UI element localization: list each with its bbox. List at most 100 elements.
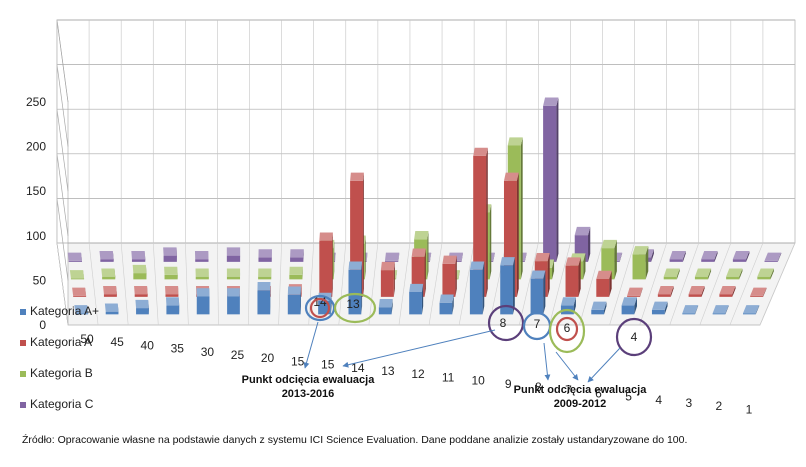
bar	[622, 297, 637, 314]
bar-top	[227, 268, 240, 276]
bar	[470, 262, 484, 315]
bar-side	[486, 148, 488, 297]
bar-front	[106, 312, 119, 315]
legend-swatch	[20, 402, 26, 408]
annotation-arrow	[343, 330, 495, 366]
bar	[163, 247, 177, 261]
bar-top	[288, 287, 301, 295]
bar-front	[290, 257, 303, 261]
bar-top	[197, 288, 210, 296]
bar-top	[101, 268, 115, 276]
bar-side	[332, 232, 333, 296]
bar-top	[381, 262, 395, 270]
bar-front	[682, 313, 695, 314]
bar-front	[258, 257, 271, 261]
bar-top	[566, 257, 581, 265]
y-tick-label: 150	[26, 184, 46, 198]
bar	[70, 270, 84, 279]
bar-front	[102, 277, 115, 280]
x-tick-label: 12	[411, 367, 425, 381]
bar-top	[258, 268, 271, 276]
bar-top	[442, 256, 456, 264]
bar-top	[68, 253, 82, 261]
bar-top	[99, 251, 113, 259]
bar-front	[379, 307, 392, 314]
x-tick-label: 25	[231, 348, 245, 362]
bar-front	[743, 313, 756, 314]
bar-side	[483, 262, 485, 315]
bar-front	[227, 256, 240, 262]
x-tick-label: 40	[141, 338, 155, 352]
bar	[72, 288, 86, 297]
bar-front	[71, 278, 84, 279]
bar-top	[165, 286, 178, 294]
bar	[633, 246, 649, 279]
bar-top	[596, 271, 611, 279]
bar-front	[227, 297, 240, 315]
bar-top	[134, 286, 148, 294]
bar	[591, 302, 606, 315]
bar-front	[196, 277, 209, 280]
x-tick-label: 2	[716, 399, 723, 413]
bar-side	[521, 137, 523, 279]
highlight-label: 14	[313, 295, 327, 309]
bar	[135, 300, 148, 314]
x-tick-label: 13	[381, 364, 395, 378]
bar-top	[105, 303, 119, 311]
bar-top	[135, 300, 148, 308]
bar-front	[165, 275, 178, 279]
bar-top	[163, 247, 177, 255]
legend-label: Kategoria C	[30, 397, 94, 411]
bar-side	[517, 173, 519, 297]
bar-front	[69, 261, 82, 262]
bar-top	[290, 249, 304, 257]
bar	[257, 282, 270, 314]
bar-top	[350, 173, 364, 181]
bar-top	[133, 265, 147, 273]
bar	[258, 249, 272, 262]
x-tick-label: 45	[110, 335, 124, 349]
bar	[68, 253, 82, 262]
legend-label: Kategoria A+	[30, 304, 99, 318]
bar-side	[363, 173, 364, 297]
x-tick-label: 4	[655, 393, 662, 407]
bar	[409, 284, 423, 315]
bar-top	[289, 267, 303, 275]
x-tick-label: 1	[746, 402, 753, 416]
bar-front	[764, 261, 777, 262]
bar	[627, 288, 643, 297]
highlight-label: 4	[631, 330, 638, 344]
legend-swatch	[20, 371, 26, 377]
bar	[133, 265, 147, 279]
bar-top	[131, 251, 145, 259]
annotation-arrow	[305, 322, 318, 368]
bar-top	[601, 240, 617, 248]
bar	[227, 288, 240, 314]
bar-top	[627, 288, 643, 296]
bar-top	[473, 148, 488, 156]
bar-top	[440, 295, 454, 303]
legend-label: Kategoria B	[30, 366, 93, 380]
bar	[440, 295, 454, 315]
bar-front	[596, 279, 609, 297]
bar-front	[658, 294, 671, 297]
bar	[166, 297, 179, 314]
bar	[701, 251, 717, 262]
annotation-line2: 2013-2016	[282, 388, 335, 400]
bar-front	[104, 294, 117, 297]
bar-top	[379, 299, 393, 307]
y-tick-label: 0	[39, 318, 46, 332]
legend-label: Kategoria A	[30, 335, 92, 349]
bar	[652, 302, 668, 315]
bar-top	[633, 246, 649, 254]
bar-front	[531, 279, 544, 315]
bar-front	[164, 256, 177, 262]
bar-top	[195, 251, 209, 259]
bar-front	[689, 294, 702, 297]
bar	[103, 286, 117, 297]
bar-front	[258, 277, 271, 280]
bar-front	[470, 270, 483, 315]
bar-front	[100, 259, 113, 262]
bar-top	[164, 267, 178, 275]
